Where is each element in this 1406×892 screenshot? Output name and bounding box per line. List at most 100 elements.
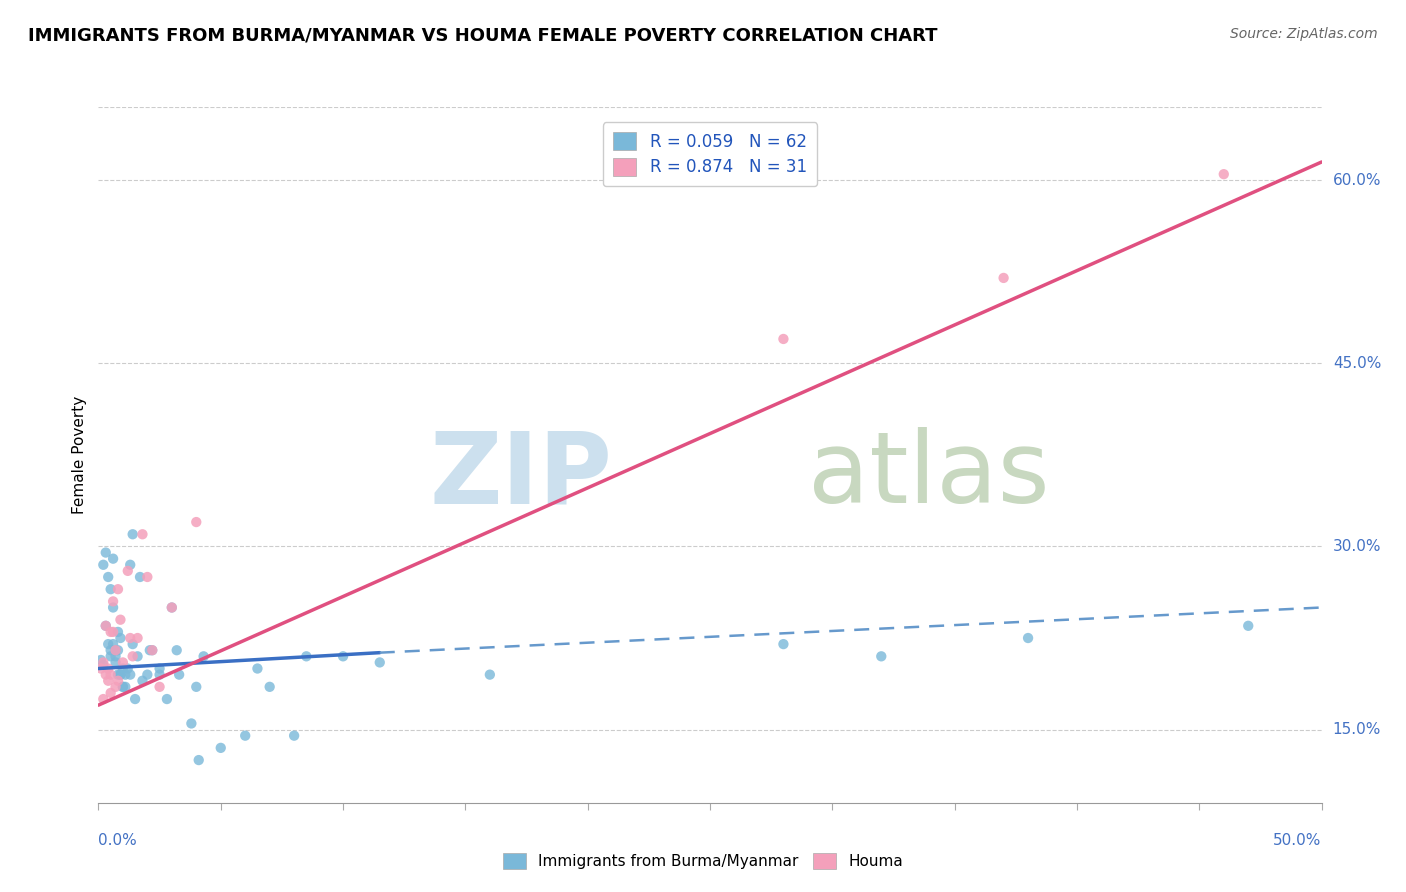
Point bbox=[104, 649, 127, 664]
Point bbox=[149, 667, 172, 681]
Point bbox=[100, 686, 122, 700]
Point bbox=[107, 643, 129, 657]
Point bbox=[141, 643, 163, 657]
Point bbox=[91, 692, 114, 706]
Point bbox=[97, 673, 120, 688]
Point bbox=[90, 653, 112, 667]
Point bbox=[993, 271, 1015, 285]
Point bbox=[117, 564, 139, 578]
Point bbox=[1017, 631, 1039, 645]
Point bbox=[1212, 167, 1234, 181]
Text: Source: ZipAtlas.com: Source: ZipAtlas.com bbox=[1230, 27, 1378, 41]
Legend: Immigrants from Burma/Myanmar, Houma: Immigrants from Burma/Myanmar, Houma bbox=[496, 847, 910, 875]
Point bbox=[136, 667, 159, 681]
Point bbox=[160, 600, 183, 615]
Point bbox=[94, 619, 117, 633]
Text: 50.0%: 50.0% bbox=[1274, 833, 1322, 848]
Point bbox=[131, 527, 153, 541]
Point bbox=[110, 667, 132, 681]
Point bbox=[127, 649, 149, 664]
Point bbox=[187, 753, 209, 767]
Point bbox=[209, 740, 232, 755]
Point bbox=[368, 656, 391, 670]
Point bbox=[120, 558, 142, 572]
Text: 60.0%: 60.0% bbox=[1333, 173, 1381, 188]
Point bbox=[100, 667, 122, 681]
Point bbox=[149, 661, 172, 675]
Point bbox=[90, 661, 112, 675]
Point bbox=[94, 545, 117, 559]
Point bbox=[136, 570, 159, 584]
Legend: R = 0.059   N = 62, R = 0.874   N = 31: R = 0.059 N = 62, R = 0.874 N = 31 bbox=[603, 122, 817, 186]
Point bbox=[117, 661, 139, 675]
Point bbox=[114, 680, 136, 694]
Point bbox=[127, 631, 149, 645]
Point bbox=[107, 673, 129, 688]
Point bbox=[246, 661, 269, 675]
Point bbox=[101, 594, 124, 608]
Point bbox=[870, 649, 893, 664]
Point bbox=[193, 649, 215, 664]
Point bbox=[120, 667, 142, 681]
Point bbox=[91, 657, 114, 672]
Point bbox=[101, 551, 124, 566]
Point bbox=[166, 643, 188, 657]
Text: ZIP: ZIP bbox=[429, 427, 612, 524]
Point bbox=[1237, 619, 1260, 633]
Point bbox=[129, 570, 152, 584]
Point bbox=[97, 570, 120, 584]
Y-axis label: Female Poverty: Female Poverty bbox=[72, 396, 87, 514]
Point bbox=[111, 656, 134, 670]
Text: 45.0%: 45.0% bbox=[1333, 356, 1381, 371]
Point bbox=[97, 637, 120, 651]
Point bbox=[104, 656, 127, 670]
Point bbox=[121, 527, 143, 541]
Point bbox=[124, 692, 146, 706]
Point bbox=[186, 680, 208, 694]
Point bbox=[91, 656, 114, 670]
Point bbox=[107, 624, 129, 639]
Point bbox=[94, 619, 117, 633]
Point bbox=[107, 667, 129, 681]
Point bbox=[94, 667, 117, 681]
Point bbox=[149, 680, 172, 694]
Point bbox=[772, 332, 794, 346]
Point bbox=[114, 667, 136, 681]
Point bbox=[233, 729, 256, 743]
Point bbox=[121, 649, 143, 664]
Point bbox=[101, 637, 124, 651]
Point bbox=[295, 649, 318, 664]
Point bbox=[772, 637, 794, 651]
Point bbox=[101, 600, 124, 615]
Point bbox=[478, 667, 501, 681]
Point bbox=[111, 661, 134, 675]
Point bbox=[107, 582, 129, 597]
Point bbox=[332, 649, 354, 664]
Point bbox=[160, 600, 183, 615]
Point bbox=[139, 643, 162, 657]
Point bbox=[120, 631, 142, 645]
Point bbox=[156, 692, 179, 706]
Point bbox=[186, 515, 208, 529]
Text: 30.0%: 30.0% bbox=[1333, 539, 1381, 554]
Point bbox=[110, 631, 132, 645]
Text: IMMIGRANTS FROM BURMA/MYANMAR VS HOUMA FEMALE POVERTY CORRELATION CHART: IMMIGRANTS FROM BURMA/MYANMAR VS HOUMA F… bbox=[28, 27, 938, 45]
Point bbox=[180, 716, 202, 731]
Text: 15.0%: 15.0% bbox=[1333, 722, 1381, 737]
Point bbox=[104, 643, 127, 657]
Point bbox=[100, 624, 122, 639]
Point bbox=[141, 643, 163, 657]
Point bbox=[111, 680, 134, 694]
Point bbox=[110, 667, 132, 681]
Point bbox=[100, 582, 122, 597]
Point bbox=[91, 558, 114, 572]
Point bbox=[97, 661, 120, 675]
Point bbox=[110, 613, 132, 627]
Point bbox=[104, 643, 127, 657]
Point bbox=[104, 680, 127, 694]
Point bbox=[101, 624, 124, 639]
Text: atlas: atlas bbox=[808, 427, 1049, 524]
Point bbox=[283, 729, 305, 743]
Point bbox=[100, 649, 122, 664]
Text: 0.0%: 0.0% bbox=[98, 833, 138, 848]
